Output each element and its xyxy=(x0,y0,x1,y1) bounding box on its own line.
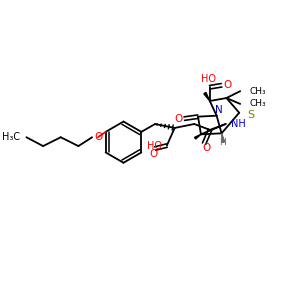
Polygon shape xyxy=(194,134,201,139)
Text: HO: HO xyxy=(201,74,216,84)
Text: O: O xyxy=(94,132,102,142)
Text: S: S xyxy=(247,110,254,120)
Text: H: H xyxy=(219,138,226,147)
Text: CH₃: CH₃ xyxy=(250,99,267,108)
Text: O: O xyxy=(149,149,157,159)
Text: N: N xyxy=(215,105,223,115)
Text: O: O xyxy=(202,142,210,152)
Text: O: O xyxy=(223,80,232,90)
Text: H₃C: H₃C xyxy=(2,132,20,142)
Polygon shape xyxy=(204,92,210,101)
Text: CH₃: CH₃ xyxy=(250,87,267,96)
Polygon shape xyxy=(222,133,225,142)
Text: HO: HO xyxy=(147,141,162,151)
Text: O: O xyxy=(174,114,182,124)
Text: NH: NH xyxy=(231,119,245,129)
